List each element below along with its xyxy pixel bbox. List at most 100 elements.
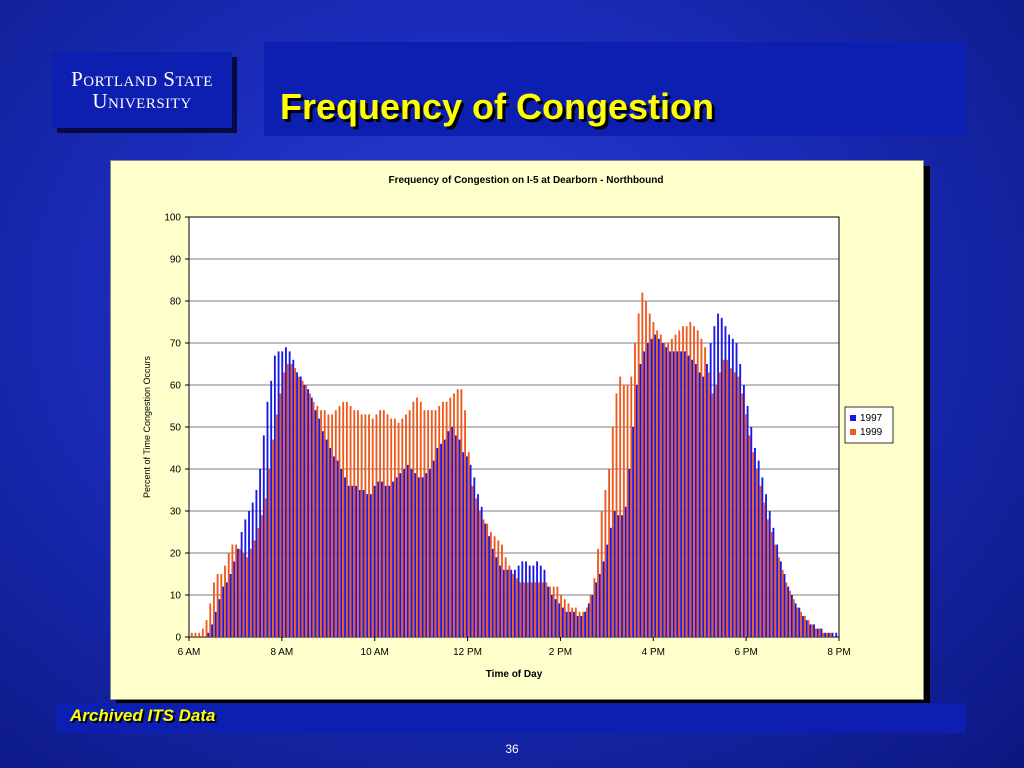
bar-1997 (624, 506, 627, 637)
bar-1997 (454, 435, 457, 637)
bar-1999 (249, 548, 252, 637)
bar-1999 (390, 418, 393, 637)
bar-1999 (811, 624, 814, 637)
bar-1999 (704, 347, 707, 637)
x-tick-label: 10 AM (361, 647, 389, 658)
bar-1999 (235, 544, 238, 637)
bar-1997 (757, 460, 760, 637)
bar-1997 (739, 364, 742, 637)
bar-1999 (224, 565, 226, 637)
bar-1997 (805, 620, 808, 637)
bar-1999 (648, 313, 651, 637)
bar-1999 (822, 632, 825, 637)
bar-1997 (233, 561, 236, 637)
bar-1999 (715, 385, 718, 637)
bar-1999 (423, 410, 426, 637)
bar-1997 (340, 469, 343, 637)
bar-1999 (467, 452, 470, 637)
bar-1999 (530, 582, 533, 637)
bar-1997 (333, 456, 335, 637)
bar-1999 (652, 322, 655, 637)
bar-1997 (776, 544, 779, 637)
bar-1999 (327, 414, 330, 637)
bar-1997 (514, 569, 516, 637)
bar-1997 (462, 452, 465, 637)
university-logo: Portland State University (52, 52, 232, 128)
bar-1997 (310, 397, 313, 637)
bar-1997 (790, 595, 793, 637)
bar-1999 (213, 582, 215, 637)
bar-1999 (807, 620, 810, 637)
bar-1999 (460, 389, 463, 637)
bar-1999 (371, 418, 374, 637)
bar-1999 (678, 330, 681, 637)
bar-1999 (205, 620, 208, 637)
bar-1999 (626, 385, 629, 637)
bar-1999 (611, 427, 614, 637)
footer-bar: Archived ITS Data (57, 703, 966, 733)
bar-1999 (508, 565, 511, 637)
bar-1997 (417, 477, 420, 637)
bar-1999 (670, 338, 673, 637)
bar-1999 (645, 301, 647, 637)
bar-1997 (285, 347, 287, 637)
bar-1997 (229, 574, 232, 637)
bar-1999 (619, 376, 622, 637)
bar-1997 (406, 464, 409, 637)
bar-1999 (560, 595, 563, 637)
bar-1997 (499, 565, 502, 637)
bar-1999 (364, 414, 367, 637)
bar-1999 (685, 326, 688, 637)
bar-1997 (765, 494, 767, 637)
x-tick-label: 4 PM (642, 647, 665, 658)
bar-1997 (259, 469, 262, 637)
bar-1999 (741, 393, 743, 637)
bar-1997 (469, 464, 472, 637)
bar-1999 (331, 414, 334, 637)
bar-1997 (421, 477, 424, 637)
bar-1997 (528, 565, 531, 637)
bar-1997 (388, 485, 391, 637)
bar-1999 (216, 574, 219, 637)
bar-1999 (497, 540, 500, 637)
bar-1999 (320, 410, 322, 637)
bar-1997 (750, 427, 753, 637)
bar-1999 (471, 485, 474, 637)
bar-1997 (587, 603, 590, 637)
bar-1999 (264, 498, 267, 637)
bar-1997 (443, 439, 446, 637)
logo-line-2: University (92, 89, 192, 113)
bar-1997 (237, 548, 239, 637)
bar-1999 (512, 574, 514, 637)
bar-1999 (294, 368, 297, 637)
bar-1997 (211, 624, 214, 637)
bar-1997 (576, 616, 579, 637)
legend-swatch-1999 (850, 429, 856, 435)
bar-1999 (752, 452, 755, 637)
bar-1997 (506, 569, 509, 637)
bar-1997 (606, 544, 609, 637)
bar-1997 (214, 611, 217, 637)
bar-1997 (573, 611, 575, 637)
bar-1999 (696, 330, 699, 637)
bar-1997 (543, 569, 546, 637)
bar-1999 (201, 628, 204, 637)
bar-1997 (595, 582, 598, 637)
bar-1997 (270, 380, 273, 637)
bar-1997 (779, 561, 782, 637)
bar-1997 (816, 628, 819, 637)
bar-1997 (451, 427, 454, 637)
bar-1997 (706, 364, 708, 637)
bar-1997 (321, 431, 324, 637)
bar-1999 (545, 582, 548, 637)
bar-1997 (554, 599, 557, 637)
bar-1999 (667, 343, 670, 637)
bar-1997 (728, 334, 731, 637)
bar-1999 (382, 410, 385, 637)
bar-1999 (774, 544, 777, 637)
bar-1997 (661, 343, 664, 637)
bar-1997 (724, 326, 727, 637)
bar-1999 (430, 410, 433, 637)
title-bar: Frequency of Congestion (264, 42, 966, 136)
bar-1997 (484, 523, 487, 637)
